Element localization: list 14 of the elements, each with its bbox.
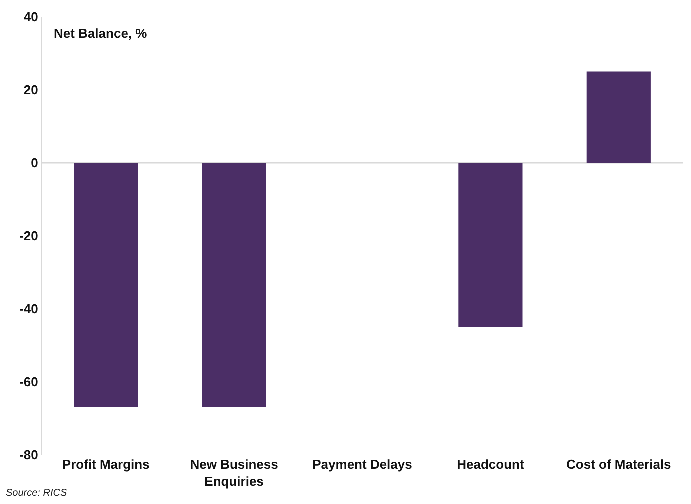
y-tick-label: 20	[24, 82, 38, 98]
x-tick-label: Profit Margins	[62, 457, 150, 472]
y-tick-label: -80	[20, 448, 38, 463]
y-tick-label: -20	[20, 228, 38, 244]
y-axis-title: Net Balance, %	[54, 26, 148, 41]
y-tick-label: -40	[20, 302, 38, 317]
x-tick-label: Headcount	[457, 457, 525, 472]
y-tick-label: 40	[24, 10, 38, 25]
y-tick-label: 0	[31, 156, 38, 171]
source-note: Source: RICS	[6, 488, 68, 499]
x-tick-label: New Business Enquiries	[190, 457, 278, 489]
x-tick-label: Cost of Materials	[566, 457, 672, 472]
x-tick-label: Payment Delays	[312, 457, 412, 472]
y-tick-label: -60	[20, 374, 38, 390]
